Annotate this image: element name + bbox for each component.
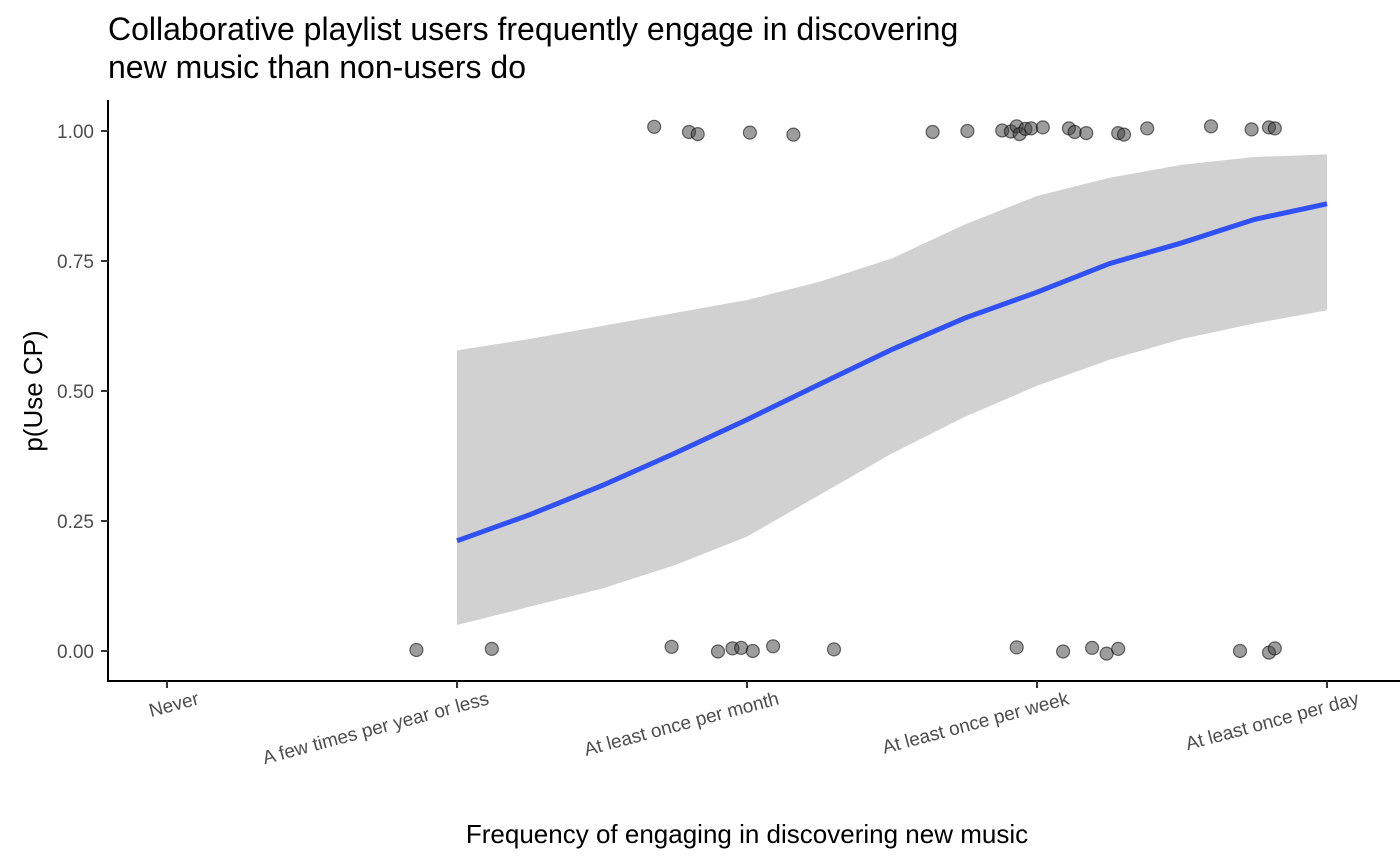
data-point-25 xyxy=(1079,126,1094,141)
x-tick-label-2: At least once per month xyxy=(582,689,781,761)
y-axis: 0.00 0.25 0.50 0.75 1.00 xyxy=(57,122,108,663)
data-point-27 xyxy=(1116,127,1132,142)
data-point-38 xyxy=(1232,643,1248,659)
data-point-37 xyxy=(1267,121,1282,136)
x-axis-title: Frequency of engaging in discovering new… xyxy=(466,819,1028,849)
data-point-1 xyxy=(484,641,499,657)
x-tick-label-3: At least once per week xyxy=(880,688,1072,758)
y-axis-title: p(Use CP) xyxy=(18,330,48,451)
x-tick-label-4: At least once per day xyxy=(1183,688,1361,755)
data-point-15 xyxy=(960,123,975,139)
data-point-9 xyxy=(647,119,662,134)
data-point-6 xyxy=(745,643,760,659)
data-point-3 xyxy=(710,644,726,659)
data-point-5 xyxy=(734,640,749,656)
data-point-33 xyxy=(1111,641,1126,657)
data-point-12 xyxy=(742,125,758,140)
data-point-13 xyxy=(786,127,801,142)
data-point-8 xyxy=(826,642,842,657)
data-point-28 xyxy=(1140,121,1155,136)
data-point-29 xyxy=(1009,640,1024,655)
data-point-21 xyxy=(1024,121,1039,136)
data-point-0 xyxy=(409,642,424,658)
fit-line xyxy=(456,201,1328,544)
data-point-34 xyxy=(1203,119,1219,134)
y-tick-label-2: 0.50 xyxy=(57,382,94,403)
data-point-40 xyxy=(1267,641,1282,656)
confidence-ribbon xyxy=(457,154,1327,625)
data-point-24 xyxy=(1067,124,1082,140)
data-point-22 xyxy=(1035,120,1050,135)
x-tick-label-1: A few times per year or less xyxy=(260,689,491,770)
y-tick-label-0: 0.00 xyxy=(57,642,94,663)
data-point-30 xyxy=(1055,644,1071,659)
x-axis: Never A few times per year or less At leas… xyxy=(147,681,1362,769)
y-tick-label-3: 0.75 xyxy=(57,252,94,273)
chart-title-line-2: new music than non-users do xyxy=(108,49,526,85)
data-point-35 xyxy=(1244,122,1259,137)
data-point-31 xyxy=(1084,640,1100,656)
data-point-7 xyxy=(765,639,781,654)
x-tick-label-0: Never xyxy=(147,688,202,722)
chart-title: Collaborative playlist users frequently … xyxy=(108,11,958,85)
y-tick-label-4: 1.00 xyxy=(57,122,94,143)
chart-title-line-1: Collaborative playlist users frequently … xyxy=(108,11,958,47)
data-point-14 xyxy=(925,124,940,140)
plot-area xyxy=(409,119,1328,661)
data-point-2 xyxy=(664,639,679,654)
y-tick-label-1: 0.25 xyxy=(57,512,94,533)
data-point-11 xyxy=(690,127,705,142)
